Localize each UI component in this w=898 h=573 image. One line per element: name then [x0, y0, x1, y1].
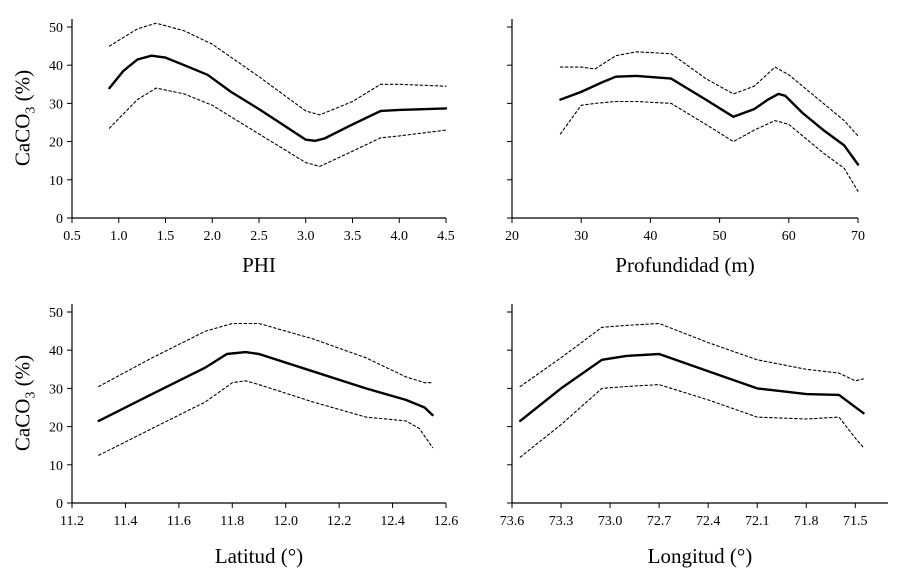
x-tick-label: 70 [851, 229, 865, 244]
x-tick-label: 4.5 [437, 229, 455, 244]
x-tick-label: 72.1 [745, 514, 770, 529]
x-tick-label: 11.4 [113, 514, 137, 529]
x-tick-label: 12.2 [327, 514, 352, 529]
y-axis-label-subscript: 3 [23, 107, 38, 114]
lower-confidence-line [519, 384, 865, 458]
x-tick-label: 1.5 [157, 229, 175, 244]
x-tick-label: 73.6 [500, 514, 525, 529]
x-tick-label: 11.2 [60, 514, 84, 529]
x-tick-label: 72.4 [696, 514, 721, 529]
y-axis-label: CaCO3 (%) [10, 355, 38, 451]
y-tick-label: 30 [49, 97, 63, 112]
x-tick-label: 2.5 [250, 229, 268, 244]
x-tick-label: 0.5 [63, 229, 81, 244]
x-axis-label: Latitud (°) [215, 544, 303, 568]
x-tick-label: 60 [782, 229, 796, 244]
y-tick-label: 10 [49, 459, 63, 474]
x-tick-label: 71.5 [843, 514, 868, 529]
lower-confidence-line [559, 100, 859, 192]
x-tick-label: 12.4 [380, 514, 405, 529]
y-tick-label: 30 [49, 382, 63, 397]
y-tick-label: 0 [56, 212, 63, 227]
chart-panel-3: 0 10 20 30 40 50 11.2 11.4 11.6 11.8 12.0 12.2 12.4 1… [10, 304, 458, 568]
y-tick-label: 20 [49, 421, 63, 436]
x-tick-label: 2.0 [204, 229, 222, 244]
fitted-curve-line [559, 74, 860, 166]
x-tick-label: 72.7 [647, 514, 672, 529]
x-tick-label: 11.6 [167, 514, 191, 529]
upper-confidence-line [519, 322, 865, 388]
fitted-curve-line [97, 350, 434, 423]
x-tick-label: 3.5 [344, 229, 362, 244]
x-tick-label: 73.0 [598, 514, 623, 529]
x-tick-label: 73.3 [549, 514, 574, 529]
x-tick-label: 11.8 [220, 514, 244, 529]
x-tick-label: 20 [505, 229, 519, 244]
x-tick-label: 12.6 [434, 514, 459, 529]
y-tick-label: 40 [49, 59, 63, 74]
chart-panel-2: 20 30 40 50 60 70 Profundidad (m) [505, 19, 865, 277]
x-tick-label: 12.0 [273, 514, 298, 529]
x-axis-label: Longitud (°) [648, 544, 753, 568]
x-tick-label: 4.0 [391, 229, 409, 244]
y-tick-label: 40 [49, 344, 63, 359]
x-tick-label: 30 [574, 229, 588, 244]
x-axis-label: PHI [242, 253, 276, 277]
lower-confidence-line [98, 380, 434, 456]
y-axis-label: CaCO3 (%) [10, 70, 38, 166]
y-tick-label: 0 [56, 497, 63, 512]
y-tick-label: 50 [49, 21, 63, 36]
y-tick-label: 20 [49, 136, 63, 151]
lower-confidence-line [108, 87, 447, 167]
y-tick-label: 50 [49, 306, 63, 321]
x-axis-label: Profundidad (m) [615, 253, 754, 277]
upper-confidence-line [108, 22, 447, 116]
chart-panel-1: 0 10 20 30 40 50 0.5 1.0 1.5 2.0 2.5 3.0 3.5 4.0 4.5 PH… [10, 19, 455, 277]
upper-confidence-line [559, 51, 859, 137]
x-tick-label: 1.0 [110, 229, 128, 244]
y-axis-label-subscript: 3 [23, 392, 38, 399]
y-axis-label-text: CaCO [10, 399, 34, 452]
fitted-curve-line [519, 352, 865, 423]
chart-panel-4: 73.6 73.3 73.0 72.7 72.4 72.1 71.8 71.5 Longitud… [500, 304, 888, 568]
x-tick-label: 71.8 [794, 514, 819, 529]
x-tick-label: 3.0 [297, 229, 315, 244]
upper-confidence-line [98, 322, 434, 388]
fitted-curve-line [108, 54, 448, 143]
y-axis-label-unit: (%) [10, 355, 34, 392]
x-tick-label: 40 [643, 229, 657, 244]
y-tick-label: 10 [49, 174, 63, 189]
y-axis-label-text: CaCO [10, 114, 34, 167]
x-tick-label: 50 [713, 229, 727, 244]
y-axis-label-unit: (%) [10, 70, 34, 107]
